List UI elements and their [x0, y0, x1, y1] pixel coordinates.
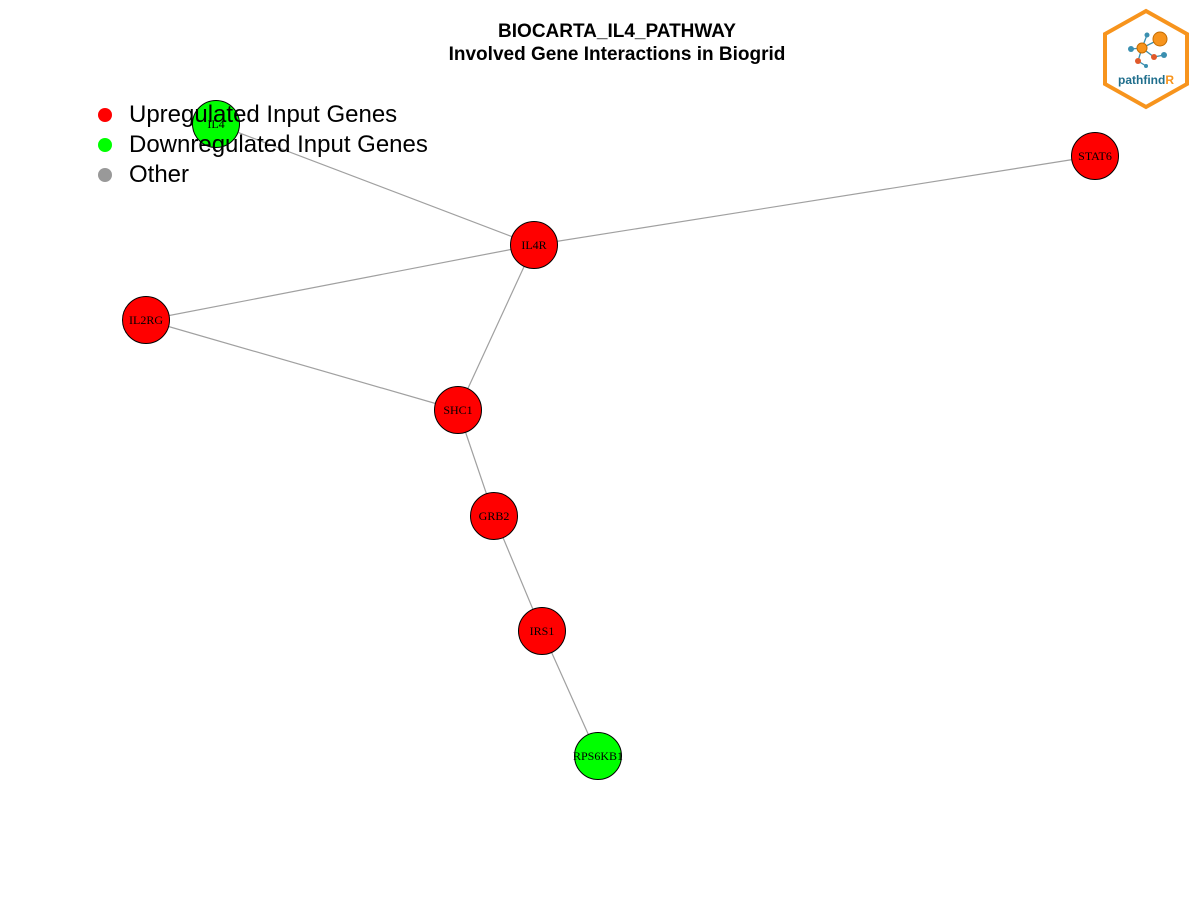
node-rps6kb1: RPS6KB1: [573, 732, 623, 780]
node-circle-shc1: [434, 386, 482, 434]
edge-il4r-stat6: [533, 155, 1096, 246]
node-label-il4: IL4: [207, 117, 224, 131]
node-il4: IL4: [192, 100, 240, 148]
logo-text-main: pathfind: [1118, 73, 1165, 87]
network-nodes: IL4 STAT6 IL4R IL2RG SHC1 GRB2 IRS1 RPS6KB1: [122, 100, 1119, 780]
legend-label-downregulated: Downregulated Input Genes: [129, 131, 428, 158]
logo-hexagon: [1103, 8, 1189, 110]
network-edges: [145, 123, 1096, 757]
legend-label-upregulated: Upregulated Input Genes: [129, 101, 398, 128]
node-circle-irs1: [518, 607, 566, 655]
legend-dot-other: [98, 168, 112, 182]
node-il2rg: IL2RG: [122, 296, 170, 344]
chart-title: BIOCARTA_IL4_PATHWAY Involved Gene Inter…: [0, 20, 1200, 66]
node-label-irs1: IRS1: [530, 624, 555, 638]
legend: Upregulated Input Genes Downregulated In…: [96, 100, 428, 190]
title-line-2: Involved Gene Interactions in Biogrid: [448, 44, 786, 65]
node-label-rps6kb1: RPS6KB1: [573, 749, 623, 763]
legend-dot-upregulated: [98, 108, 112, 122]
legend-item-other: Other: [96, 160, 428, 190]
logo-text: pathfindR: [1118, 73, 1174, 87]
edge-il4r-il2rg: [145, 244, 535, 321]
node-stat6: STAT6: [1071, 132, 1119, 180]
node-label-shc1: SHC1: [443, 403, 472, 417]
node-label-il4r: IL4R: [521, 238, 546, 252]
node-label-grb2: GRB2: [479, 509, 510, 523]
node-grb2: GRB2: [470, 492, 518, 540]
logo-text-accent: R: [1165, 73, 1174, 87]
edge-il2rg-shc1: [145, 319, 459, 411]
node-circle-il4: [192, 100, 240, 148]
pathfindr-logo: pathfindR: [1103, 8, 1189, 110]
node-circle-grb2: [470, 492, 518, 540]
legend-item-downregulated: Downregulated Input Genes: [96, 130, 428, 160]
node-irs1: IRS1: [518, 607, 566, 655]
edge-il4r-shc1: [457, 244, 535, 411]
legend-label-other: Other: [129, 161, 190, 188]
node-circle-il2rg: [122, 296, 170, 344]
title-line-1: BIOCARTA_IL4_PATHWAY: [498, 21, 736, 42]
node-label-il2rg: IL2RG: [129, 313, 163, 327]
node-label-stat6: STAT6: [1078, 149, 1112, 163]
node-shc1: SHC1: [434, 386, 482, 434]
node-il4r: IL4R: [510, 221, 558, 269]
node-circle-stat6: [1071, 132, 1119, 180]
node-circle-il4r: [510, 221, 558, 269]
edge-il4-il4r: [215, 123, 535, 246]
node-circle-rps6kb1: [574, 732, 622, 780]
legend-item-upregulated: Upregulated Input Genes: [96, 100, 428, 130]
legend-dot-downregulated: [98, 138, 112, 152]
